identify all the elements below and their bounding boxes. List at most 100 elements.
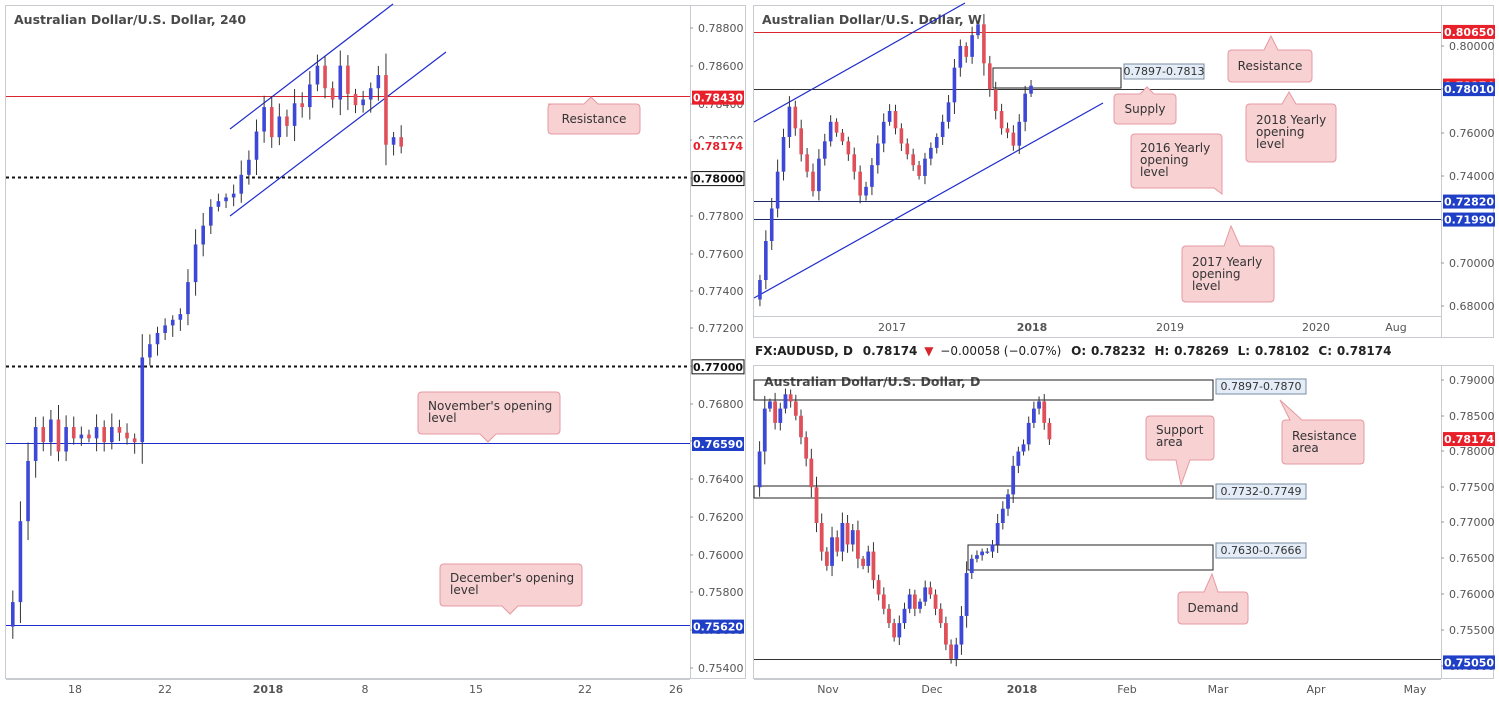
- daily-high-value: 0.78269: [1174, 344, 1229, 358]
- callout-demand: Demand: [1177, 572, 1249, 625]
- daily-resistance-area-zone: [753, 379, 1214, 401]
- candle-bearish: [132, 438, 137, 443]
- candle-bullish: [163, 325, 167, 333]
- candle-bearish: [893, 111, 898, 129]
- price-tick-label: 0.76500: [1449, 552, 1495, 565]
- candle-bearish: [824, 551, 829, 566]
- candle-bearish: [814, 487, 819, 523]
- daily-resistance-zone-label: 0.7897-0.7870: [1221, 380, 1302, 393]
- candle-bullish: [1029, 85, 1033, 94]
- candle-bullish: [1037, 401, 1041, 409]
- price-tick-label: 0.70000: [1449, 257, 1495, 270]
- candle-bullish: [980, 551, 985, 556]
- candle-bearish: [949, 644, 953, 659]
- candle-bearish: [799, 128, 804, 155]
- weekly-supply-zone: [992, 67, 1122, 89]
- candle-bearish: [811, 171, 815, 192]
- candle-bearish: [881, 594, 886, 609]
- callout-resistance-area-text: Resistance area: [1292, 429, 1357, 455]
- candle-bullish: [216, 201, 221, 207]
- candle-bullish: [783, 394, 788, 409]
- panel-weekly-candles: [758, 14, 1033, 307]
- callout-supply-weekly: Supply: [1113, 86, 1177, 125]
- price-badge-label: 0.80650: [1444, 26, 1494, 39]
- daily-support-zone-label-box: [1215, 483, 1307, 500]
- candle-bullish: [1011, 465, 1016, 495]
- candle-bearish: [982, 24, 986, 64]
- daily-open-value: 0.78232: [1091, 344, 1146, 358]
- candle-bullish: [170, 319, 175, 326]
- candle-bearish: [835, 537, 840, 552]
- candle-bullish: [822, 141, 827, 159]
- candle-bearish: [1011, 132, 1016, 146]
- price-tick-label: 0.77600: [698, 248, 744, 261]
- callout-november-opening: November's opening level: [417, 391, 561, 443]
- candle-bullish: [769, 208, 774, 241]
- daily-support-zone-label: 0.7732-0.7749: [1221, 485, 1302, 498]
- candle-bearish: [911, 154, 915, 166]
- candle-bullish: [866, 551, 871, 566]
- price-tick-label: 0.76000: [698, 549, 744, 562]
- candle-bearish: [1042, 401, 1047, 423]
- candle-bullish: [1026, 422, 1031, 445]
- candle-bullish: [758, 280, 762, 300]
- price-badge-label: 0.75620: [693, 621, 743, 634]
- candle-bullish: [764, 241, 768, 280]
- candle-bearish: [102, 427, 106, 443]
- callout-2017-yearly-opening-text: 2017 Yearly opening level: [1192, 255, 1262, 293]
- candle-bearish: [399, 137, 403, 147]
- time-tick-label: 2017: [878, 321, 906, 334]
- price-badge-blue-line: [692, 619, 744, 634]
- price-badge-label: 0.78000: [693, 173, 743, 186]
- candle-bullish: [262, 107, 266, 132]
- candle-bullish: [178, 314, 183, 320]
- price-tick-label: 0.78600: [698, 60, 744, 73]
- candle-bearish: [871, 551, 876, 581]
- panel-daily: FX:AUDUSD, D 0.78174 ▼ −0.00058 (−0.07%)…: [753, 344, 1495, 696]
- time-tick-label: 2020: [1302, 321, 1330, 334]
- price-tick-label: 0.68000: [1449, 300, 1495, 313]
- panel-weekly-title: Australian Dollar/U.S. Dollar, W: [762, 12, 982, 27]
- candle-bearish: [805, 154, 809, 172]
- daily-last-price: 0.78174: [863, 344, 918, 358]
- candle-bullish: [864, 186, 868, 196]
- candle-bearish: [300, 103, 304, 108]
- candle-bullish: [876, 143, 880, 166]
- callout-resistance-weekly-text: Resistance: [1238, 59, 1303, 73]
- candle-bullish: [1017, 121, 1022, 146]
- time-tick-label: 18: [68, 683, 82, 696]
- panel-daily-frame: [753, 365, 1494, 679]
- time-tick-label: 8: [362, 683, 369, 696]
- panel-daily-price-axis: 0.79000 0.78500 0.78000 0.77500 0.77000 0.765…: [1441, 374, 1495, 673]
- price-tick-label: 0.77000: [1449, 516, 1495, 529]
- callout-support-area-text: Support area: [1156, 423, 1204, 449]
- panel-4h-title: Australian Dollar/U.S. Dollar, 240: [14, 12, 246, 27]
- price-badge-label: 0.78174: [1444, 433, 1494, 446]
- time-tick-label: 2019: [1156, 321, 1184, 334]
- candle-bearish: [852, 154, 857, 172]
- candle-bullish: [969, 558, 974, 574]
- candle-bullish: [958, 46, 963, 68]
- candle-bullish: [918, 601, 922, 609]
- price-tick-label: 0.78800: [698, 22, 744, 35]
- candle-bullish: [1023, 93, 1027, 122]
- price-tick-label: 0.75400: [698, 662, 744, 675]
- price-badge-red-line: [692, 90, 744, 105]
- price-badge-dark-line: [1443, 82, 1495, 97]
- price-tick-label: 0.77500: [1449, 481, 1495, 494]
- candle-bearish: [346, 65, 350, 94]
- price-badge-red-line: [1443, 24, 1495, 39]
- callout-supply-weekly-text: Supply: [1125, 102, 1166, 116]
- price-tick-label: 0.77200: [698, 322, 744, 335]
- candle-bullish: [929, 147, 933, 159]
- candle-bullish: [830, 537, 834, 566]
- candle-bullish: [887, 111, 892, 122]
- price-badge-dashed: [691, 359, 745, 375]
- candle-bullish: [1016, 451, 1021, 466]
- candle-bearish: [876, 580, 881, 595]
- candle-bullish: [907, 594, 912, 609]
- candle-bullish: [277, 116, 282, 138]
- daily-change: −0.00058 (−0.07%): [940, 344, 1061, 358]
